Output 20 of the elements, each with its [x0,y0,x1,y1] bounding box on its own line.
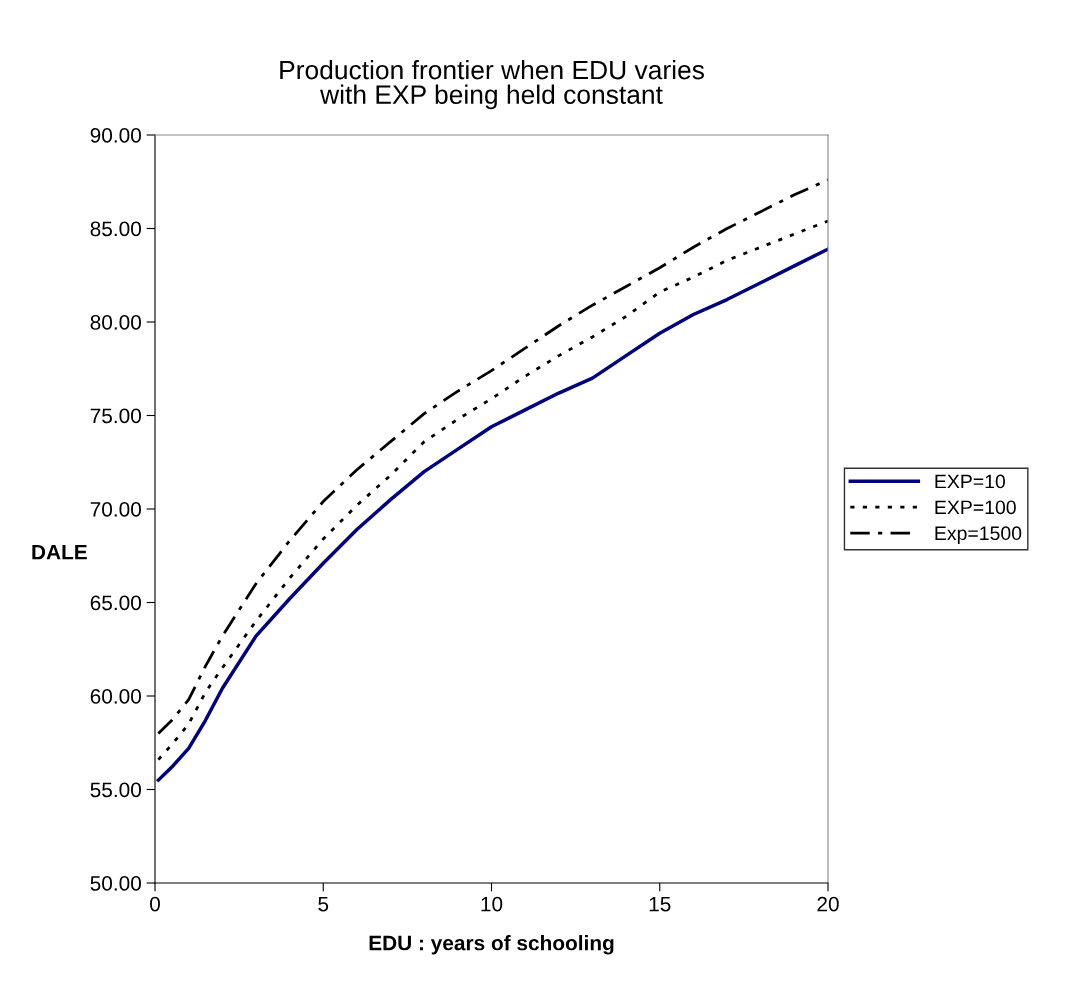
y-tick-label: 70.00 [90,502,141,517]
x-tick-label: 10 [481,896,503,912]
y-tick-label: 55.00 [90,782,141,798]
legend-label: EXP=10 [935,474,1006,489]
chart-title: Production frontier when EDU varies with EXP being held constant [280,60,704,110]
x-tick-label: 5 [318,896,329,912]
x-axis-title: EDU : years of schooling [369,935,614,955]
x-tick-label: 20 [817,896,839,912]
y-tick-label: 85.00 [90,221,141,237]
y-tick-label: 80.00 [90,315,141,330]
x-tick-label: 15 [649,896,671,912]
y-tick-label: 50.00 [90,876,141,891]
x-tick-label: 0 [150,896,160,912]
legend-label: Exp=1500 [935,526,1022,544]
y-tick-label: 65.00 [90,595,141,611]
y-tick-label: 75.00 [90,408,141,424]
y-axis-title: DALE [32,544,87,560]
legend-label: EXP=100 [935,500,1016,515]
y-tick-label: 90.00 [90,128,141,143]
y-tick-label: 60.00 [90,689,141,704]
